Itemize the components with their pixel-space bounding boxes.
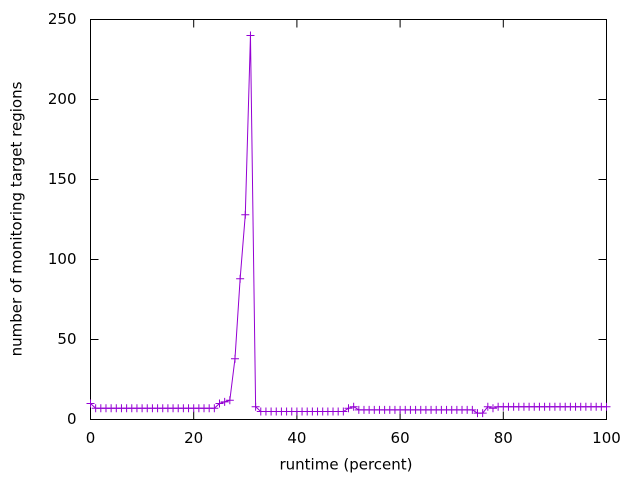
data-line — [90, 35, 607, 414]
y-tick-label: 250 — [48, 10, 77, 28]
y-tick-label: 200 — [48, 90, 77, 108]
point-marker — [246, 31, 255, 40]
point-marker — [478, 409, 487, 418]
point-marker — [251, 402, 260, 411]
point-marker — [468, 405, 477, 414]
point-marker — [220, 397, 229, 406]
point-marker — [344, 404, 353, 413]
x-axis-label: runtime (percent) — [280, 456, 413, 474]
point-marker — [349, 402, 358, 411]
y-tick-label: 50 — [57, 330, 76, 348]
x-tick-label: 40 — [287, 429, 306, 447]
point-marker — [215, 399, 224, 408]
point-marker — [225, 396, 234, 405]
point-marker — [339, 407, 348, 416]
point-marker — [483, 402, 492, 411]
x-tick-label: 100 — [592, 429, 621, 447]
plot-frame — [90, 19, 607, 420]
point-marker — [602, 402, 611, 411]
x-tick-label: 60 — [391, 429, 410, 447]
point-marker — [86, 399, 95, 408]
point-marker — [241, 210, 250, 219]
point-marker — [210, 404, 219, 413]
y-tick-label: 0 — [67, 410, 77, 428]
point-marker — [236, 274, 245, 283]
y-axis-label: number of monitoring target regions — [8, 81, 26, 356]
point-marker — [230, 354, 239, 363]
y-tick-label: 150 — [48, 170, 77, 188]
x-tick-label: 20 — [184, 429, 203, 447]
x-tick-label: 80 — [494, 429, 513, 447]
x-tick-label: 0 — [86, 429, 96, 447]
y-tick-label: 100 — [48, 250, 77, 268]
point-marker — [488, 404, 497, 413]
